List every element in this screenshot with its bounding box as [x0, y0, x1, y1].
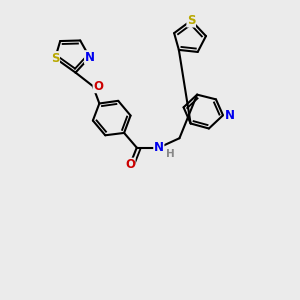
Text: O: O — [93, 80, 103, 93]
Text: S: S — [51, 52, 59, 64]
Text: H: H — [166, 149, 175, 159]
Text: O: O — [125, 158, 135, 171]
Text: N: N — [224, 109, 235, 122]
Text: S: S — [187, 14, 196, 27]
Text: N: N — [154, 141, 164, 154]
Text: N: N — [85, 51, 94, 64]
